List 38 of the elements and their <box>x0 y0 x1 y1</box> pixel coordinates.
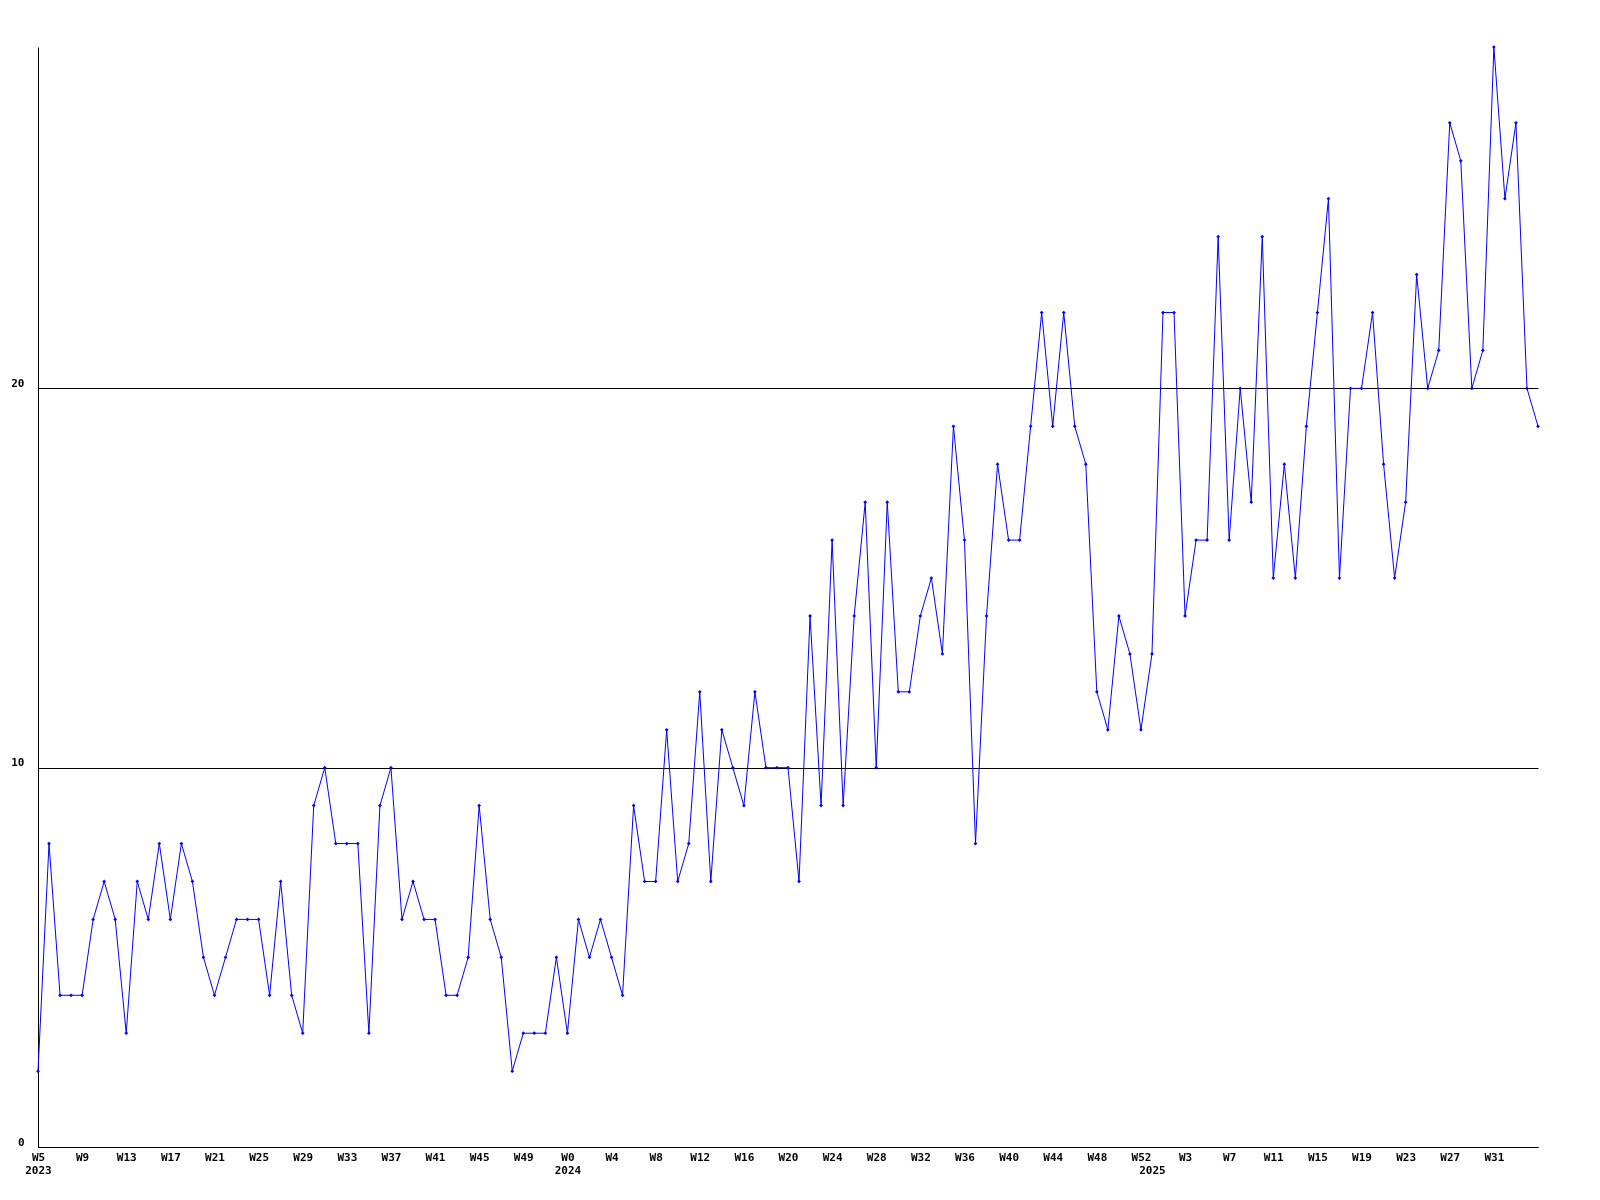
x-tick-label: W36 <box>955 1150 976 1164</box>
x-tick-label: W45 <box>469 1150 490 1164</box>
x-tick-label: W20 <box>778 1150 799 1164</box>
x-tick-label: W17 <box>160 1150 181 1164</box>
x-tick-label: W48 <box>1087 1150 1108 1164</box>
x-tick-label: W5 2023 <box>25 1150 52 1177</box>
x-tick-label: W25 <box>249 1150 270 1164</box>
x-tick-label: W12 <box>690 1150 711 1164</box>
x-tick-label: W9 <box>75 1150 90 1164</box>
x-tick-label: W19 <box>1352 1150 1372 1164</box>
x-tick-label: W0 2024 <box>554 1150 582 1177</box>
x-tick-label: W33 <box>337 1150 358 1164</box>
y-tick-label: 10 <box>11 756 25 770</box>
x-tick-label: W28 <box>866 1150 887 1164</box>
x-tick-label: W49 <box>513 1150 534 1164</box>
x-tick-label: W16 <box>734 1150 755 1164</box>
x-tick-label: W52 <box>1131 1150 1152 1164</box>
x-tick-label: W4 <box>605 1150 620 1164</box>
x-tick-label: W3 <box>1178 1150 1193 1164</box>
x-tick-label: W44 <box>1043 1150 1064 1164</box>
x-tick-label: W8 <box>649 1150 663 1164</box>
x-tick-label: W7 <box>1223 1150 1237 1164</box>
x-tick-label: W13 <box>116 1150 137 1164</box>
y-tick-label: 0 <box>17 1135 25 1149</box>
x-tick-label: W32 <box>910 1150 931 1164</box>
x-tick-label: W24 <box>822 1150 843 1164</box>
x-tick-label: W31 <box>1484 1150 1505 1164</box>
x-tick-label: 2025 <box>1139 1163 1166 1177</box>
x-tick-label: W27 <box>1440 1150 1461 1164</box>
x-tick-label: W37 <box>381 1150 402 1164</box>
x-tick-label: W41 <box>425 1150 446 1164</box>
y-tick-label: 20 <box>11 376 25 390</box>
x-tick-label: W15 <box>1307 1150 1328 1164</box>
x-tick-label: W11 <box>1263 1150 1285 1164</box>
x-tick-label: W23 <box>1396 1150 1417 1164</box>
x-tick-label: W29 <box>293 1150 314 1164</box>
x-tick-label: W40 <box>999 1150 1020 1164</box>
x-tick-label: W21 <box>205 1150 226 1164</box>
